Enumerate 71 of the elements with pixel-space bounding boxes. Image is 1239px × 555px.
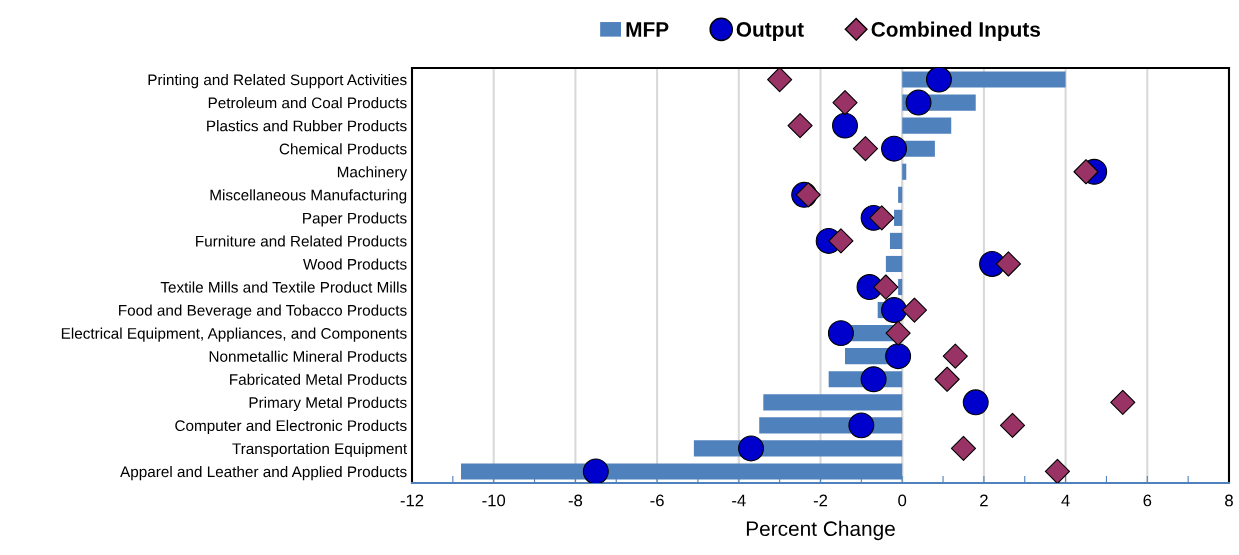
point	[1110, 389, 1136, 415]
point	[1073, 159, 1099, 185]
bar	[889, 232, 903, 249]
point	[881, 135, 908, 162]
point	[869, 205, 895, 231]
point	[860, 366, 887, 393]
point	[950, 435, 977, 461]
point	[885, 320, 911, 346]
legend-label: Output	[736, 22, 804, 41]
point	[885, 343, 912, 370]
bar	[902, 163, 907, 180]
x-tick-label: -8	[568, 494, 583, 507]
y-tick-label: Computer and Electronic Products	[175, 419, 407, 435]
point	[901, 297, 928, 323]
y-tick-label: Paper Products	[303, 212, 407, 227]
bar	[461, 463, 903, 480]
y-tick-label: Food and Beverage and Tobacco Products	[119, 304, 407, 319]
point	[905, 89, 932, 116]
y-tick-label: Primary Metal Products	[249, 396, 407, 412]
point	[962, 389, 989, 416]
legend-label: MFP	[626, 22, 669, 37]
y-tick-label: Electrical Equipment, Appliances, and Components	[61, 327, 407, 342]
bar	[763, 394, 903, 411]
y-tick-label: Miscellaneous Manufacturing	[210, 189, 407, 204]
x-tick-label: 8	[1225, 494, 1233, 507]
x-tick-label: 0	[898, 494, 907, 507]
y-tick-label: Apparel and Leather and Applied Products	[120, 465, 407, 481]
bar	[898, 186, 903, 203]
point	[881, 297, 908, 324]
point	[828, 228, 854, 254]
y-tick-label: Textile Mills and Textile Product Mills	[160, 281, 407, 293]
point	[767, 68, 793, 93]
x-axis-title: Percent Change	[746, 520, 895, 541]
point	[1044, 458, 1071, 483]
bar	[898, 278, 903, 296]
y-tick-label: Furniture and Related Products	[196, 235, 407, 247]
x-tick-label: -10	[482, 494, 506, 507]
bar	[885, 255, 903, 273]
y-tick-label: Chemical Products	[279, 143, 407, 155]
point	[873, 274, 899, 300]
x-tick-label: -2	[813, 494, 828, 507]
y-tick-label: Plastics and Rubber Products	[207, 120, 407, 132]
point	[999, 412, 1026, 438]
y-tick-label: Nonmetallic Mineral Products	[209, 350, 407, 362]
point	[852, 136, 879, 162]
point	[934, 366, 960, 392]
y-tick-label: Petroleum and Coal Products	[208, 97, 407, 109]
x-tick-label: 2	[980, 494, 988, 507]
bar	[894, 209, 903, 226]
x-tick-label: 4	[1061, 494, 1070, 507]
x-tick-label: -12	[400, 494, 424, 507]
point	[832, 112, 858, 139]
point	[827, 320, 854, 347]
y-tick-label: Machinery	[337, 166, 408, 181]
y-tick-label: Wood Products	[303, 258, 407, 270]
y-tick-label: Transportation Equipment	[232, 442, 408, 458]
point	[832, 90, 858, 116]
y-tick-label: Fabricated Metal Products	[230, 373, 407, 385]
point	[995, 251, 1021, 277]
point	[582, 458, 609, 483]
point	[848, 412, 875, 439]
x-tick-label: -4	[732, 494, 746, 507]
point	[787, 113, 813, 139]
y-tick-label: Printing and Related Support Activities	[148, 73, 407, 89]
point	[925, 68, 952, 93]
x-tick-label: -6	[650, 494, 664, 507]
bar	[902, 117, 952, 134]
legend-label: Combined Inputs	[871, 21, 1040, 41]
x-tick-label: 6	[1143, 494, 1152, 507]
point	[738, 435, 765, 462]
point	[942, 343, 968, 369]
